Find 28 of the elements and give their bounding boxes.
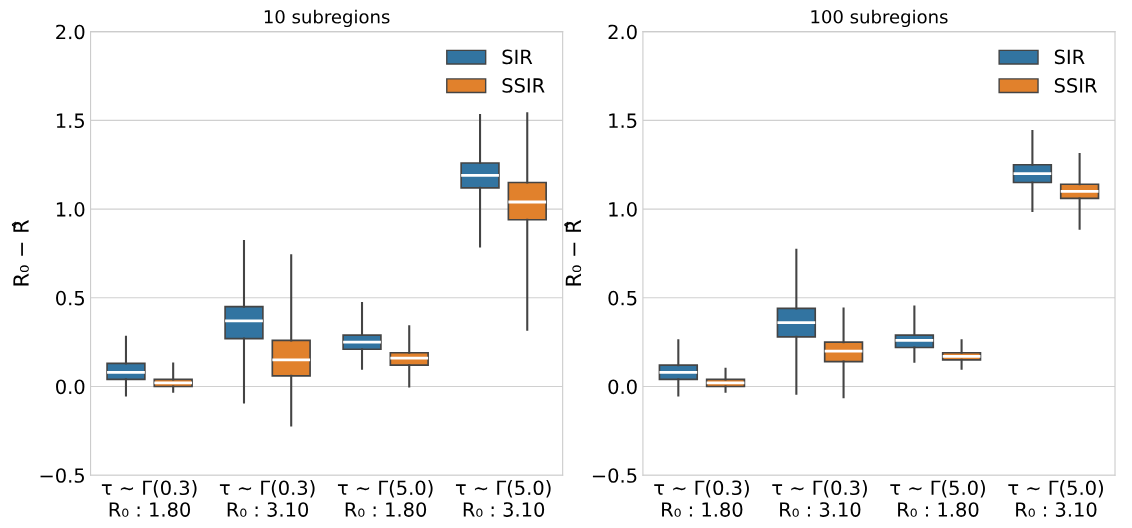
y-axis-title: R₀ − R̂ bbox=[564, 220, 582, 286]
y-axis-title: R₀ − R̂ bbox=[11, 220, 29, 286]
x-tick-label: τ ~ Γ(0.3) R₀ : 3.10 bbox=[772, 480, 867, 517]
y-tick-label: −0.5 bbox=[40, 468, 84, 483]
y-tick-label: 1.0 bbox=[609, 202, 637, 217]
x-tick-label: τ ~ Γ(0.3) R₀ : 1.80 bbox=[101, 480, 197, 517]
y-tick-label: −0.5 bbox=[592, 468, 637, 483]
y-tick-label: 0.0 bbox=[56, 379, 85, 395]
legend-label: SSIR bbox=[502, 78, 545, 93]
x-tick-label: τ ~ Γ(0.3) R₀ : 1.80 bbox=[654, 480, 749, 517]
y-tick-label: 2.0 bbox=[56, 24, 85, 40]
chart-title: 100 subregions bbox=[811, 9, 948, 28]
y-tick-label: 2.0 bbox=[608, 24, 637, 40]
x-tick-label: τ ~ Γ(5.0) R₀ : 3.10 bbox=[455, 480, 551, 517]
y-tick-label: 0.5 bbox=[56, 290, 84, 306]
legend-label: SSIR bbox=[1054, 78, 1097, 93]
x-tick-label: τ ~ Γ(5.0) R₀ : 3.10 bbox=[1008, 480, 1103, 517]
x-tick-label: τ ~ Γ(5.0) R₀ : 1.80 bbox=[337, 480, 433, 517]
x-tick-label: τ ~ Γ(5.0) R₀ : 1.80 bbox=[890, 480, 985, 517]
y-tick-label: 0.0 bbox=[608, 379, 637, 395]
legend-label: SIR bbox=[502, 49, 533, 65]
legend-label: SIR bbox=[1054, 49, 1085, 65]
y-tick-label: 1.5 bbox=[609, 113, 637, 129]
y-tick-label: 1.5 bbox=[56, 113, 84, 129]
y-tick-label: 0.5 bbox=[608, 290, 637, 306]
x-tick-label: τ ~ Γ(0.3) R₀ : 3.10 bbox=[219, 480, 315, 517]
chart-title: 10 subregions bbox=[264, 9, 390, 28]
y-tick-label: 1.0 bbox=[56, 202, 85, 217]
